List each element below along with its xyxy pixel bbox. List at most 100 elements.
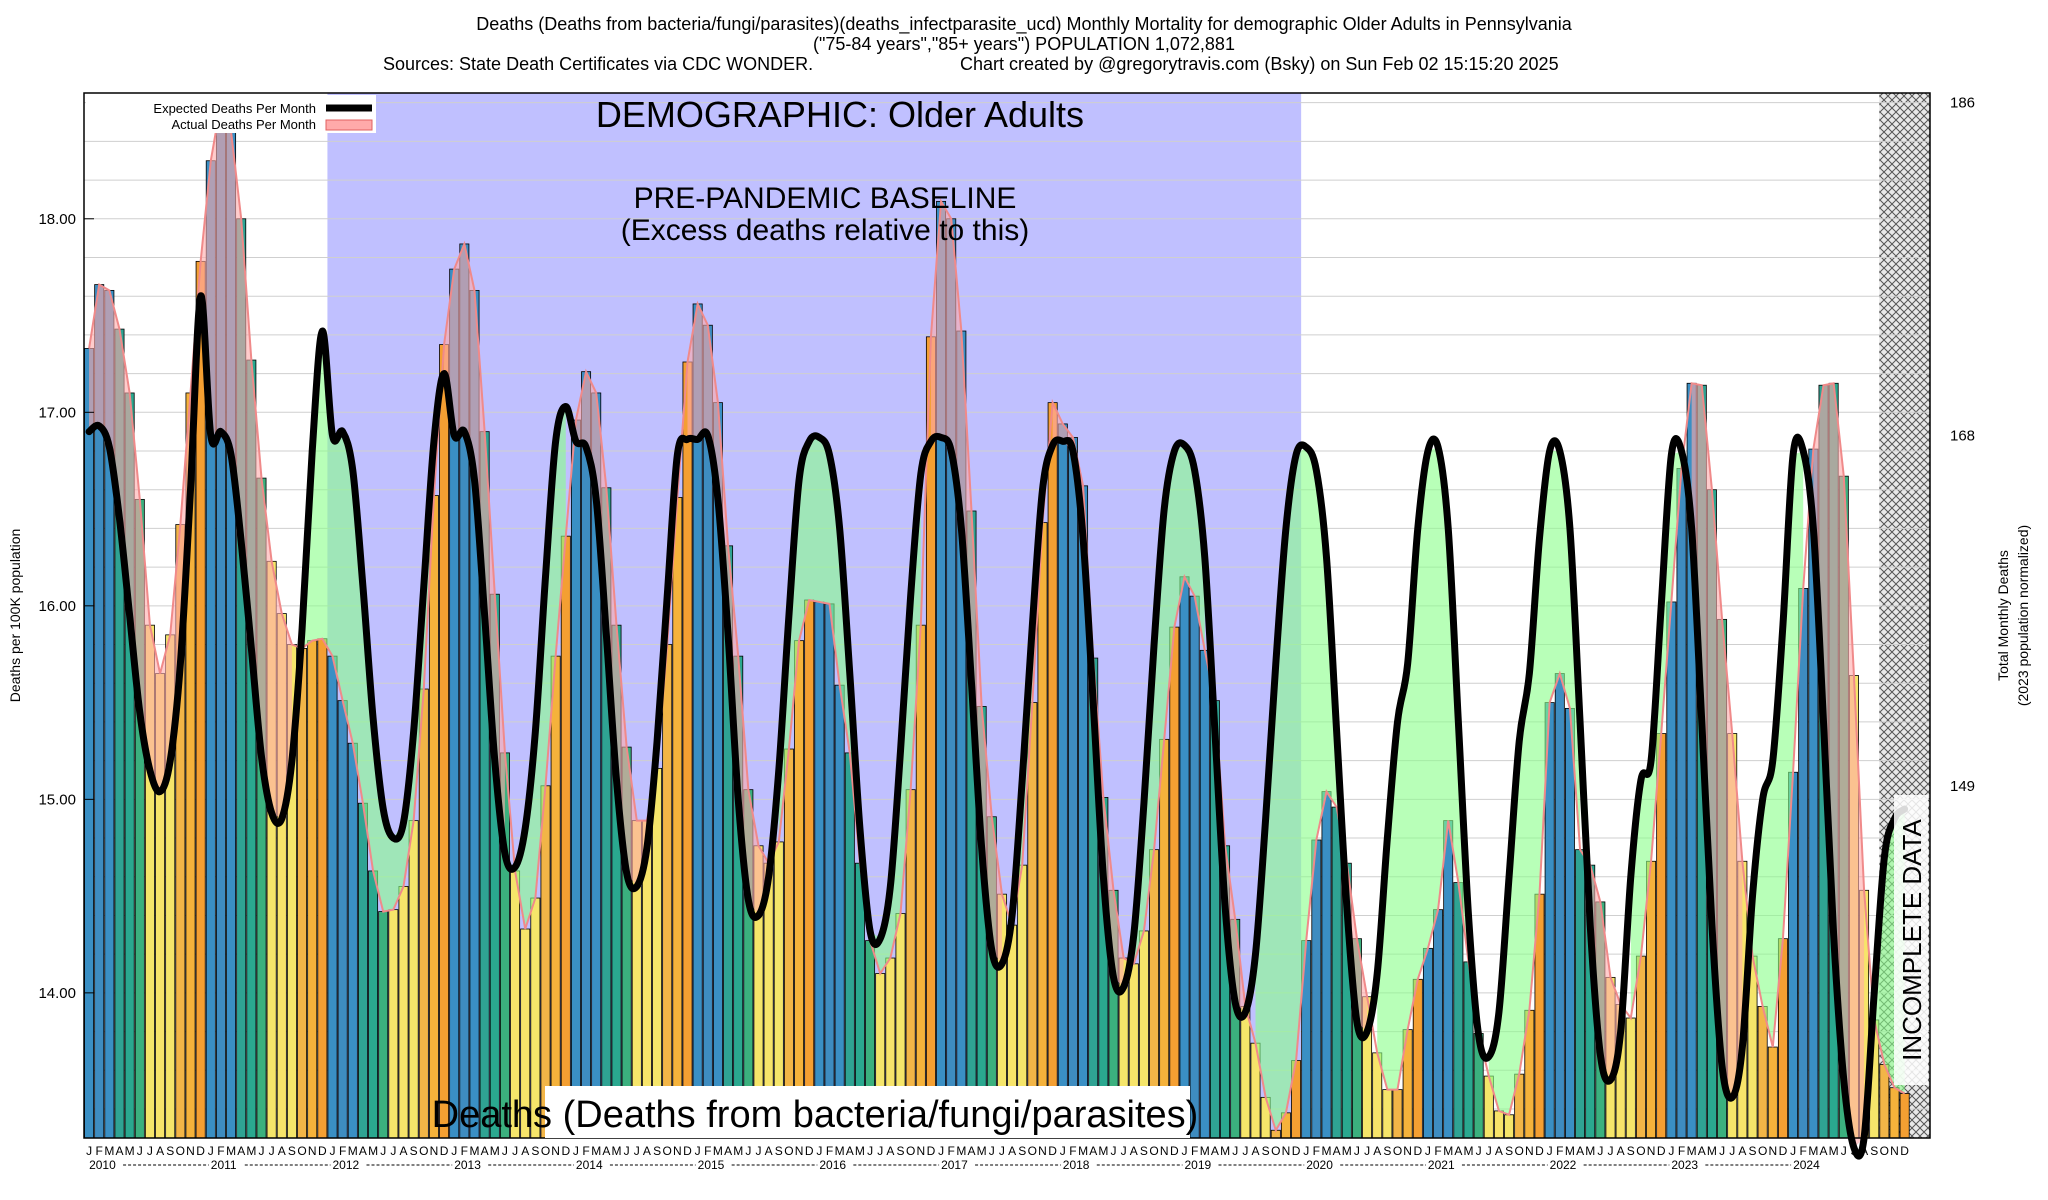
bar-month (368, 870, 379, 1139)
bar-month (1625, 1017, 1636, 1139)
x-month-label: F (1434, 1144, 1441, 1158)
x-month-label: J (1425, 1144, 1431, 1158)
x-year-label: 2024 (1793, 1158, 1820, 1172)
chart-title-line2: ("75-84 years","85+ years") POPULATION 1… (813, 34, 1235, 54)
x-month-label: J (867, 1144, 873, 1158)
x-month-label: F (826, 1144, 833, 1158)
bar-month (428, 495, 439, 1139)
cause-label: Deaths (Deaths from bacteria/fungi/paras… (432, 1094, 1199, 1136)
bar-month (1159, 738, 1170, 1139)
x-month-label: A (115, 1144, 123, 1158)
x-month-label: O (419, 1144, 428, 1158)
x-month-label: J (1608, 1144, 1614, 1158)
bar-month (570, 419, 581, 1139)
x-month-label: S (775, 1144, 783, 1158)
x-month-label: J (877, 1144, 883, 1158)
x-month-label: F (217, 1144, 224, 1158)
x-month-label: J (1719, 1144, 1725, 1158)
bar-month (662, 644, 673, 1139)
x-month-label: O (1028, 1144, 1037, 1158)
x-month-label: M (612, 1144, 622, 1158)
excess-area (444, 243, 505, 854)
x-month-label: N (551, 1144, 560, 1158)
x-month-label: M (733, 1144, 743, 1158)
bar-month (581, 371, 592, 1139)
bar-month (1564, 707, 1575, 1139)
x-month-label: A (399, 1144, 407, 1158)
bar-month (327, 655, 338, 1139)
incomplete-label: INCOMPLETE DATA (1897, 818, 1927, 1060)
x-month-label: F (948, 1144, 955, 1158)
bar-month (1676, 468, 1687, 1139)
deficit-area (1133, 445, 1205, 964)
bar-month (783, 748, 794, 1139)
x-month-label: M (1687, 1144, 1697, 1158)
x-month-label: J (1111, 1144, 1117, 1158)
x-month-label: S (1262, 1144, 1270, 1158)
x-year-label: 2012 (333, 1158, 360, 1172)
bar-month (378, 911, 389, 1139)
x-month-label: N (1282, 1144, 1291, 1158)
bar-month (560, 535, 571, 1139)
x-month-label: M (977, 1144, 987, 1158)
x-month-label: A (643, 1144, 651, 1158)
x-month-label: D (1292, 1144, 1301, 1158)
bar-month (550, 655, 561, 1139)
x-month-label: M (1808, 1144, 1818, 1158)
excess-area (575, 371, 647, 887)
demographic-label: DEMOGRAPHIC: Older Adults (596, 94, 1084, 135)
x-month-label: J (259, 1144, 265, 1158)
x-month-label: J (989, 1144, 995, 1158)
bar-month (307, 640, 318, 1139)
x-month-label: F (1313, 1144, 1320, 1158)
chart-title-line1: Deaths (Deaths from bacteria/fungi/paras… (476, 14, 1572, 34)
bar-month (1433, 909, 1444, 1139)
x-month-label: J (1182, 1144, 1188, 1158)
x-year-label: 2010 (89, 1158, 116, 1172)
bar-month (915, 624, 926, 1139)
bar-month (1067, 437, 1078, 1139)
x-month-label: J (573, 1144, 579, 1158)
x-month-label: A (1576, 1144, 1584, 1158)
x-month-label: M (1322, 1144, 1332, 1158)
x-month-label: J (137, 1144, 143, 1158)
x-month-label: A (846, 1144, 854, 1158)
x-month-label: D (440, 1144, 449, 1158)
bar-month (439, 344, 450, 1139)
x-month-label: D (683, 1144, 692, 1158)
bar-month (398, 886, 409, 1139)
x-month-label: M (591, 1144, 601, 1158)
x-month-label: A (1211, 1144, 1219, 1158)
x-month-label: A (481, 1144, 489, 1158)
x-month-label: D (1900, 1144, 1909, 1158)
x-month-label: J (938, 1144, 944, 1158)
x-month-label: M (226, 1144, 236, 1158)
x-month-label: N (1768, 1144, 1777, 1158)
excess-area (1813, 383, 1865, 1148)
bar-month (1757, 1006, 1768, 1139)
bar-month (652, 767, 663, 1139)
bar-month (1047, 402, 1058, 1139)
x-month-label: A (1860, 1144, 1868, 1158)
chart-credit: Chart created by @gregorytravis.com (Bsk… (960, 54, 1559, 74)
x-month-label: J (1364, 1144, 1370, 1158)
bar-month (1889, 1087, 1900, 1139)
chart-sources: Sources: State Death Certificates via CD… (383, 54, 814, 74)
x-month-label: M (246, 1144, 256, 1158)
deficit-area (1377, 447, 1469, 1090)
bar-month (1240, 1006, 1251, 1139)
x-month-label: D (318, 1144, 327, 1158)
x-month-label: M (1464, 1144, 1474, 1158)
x-month-label: S (896, 1144, 904, 1158)
x-month-label: O (663, 1144, 672, 1158)
x-month-label: J (512, 1144, 518, 1158)
bar-month (682, 361, 693, 1139)
x-month-label: A (1495, 1144, 1503, 1158)
x-month-label: N (1160, 1144, 1169, 1158)
excess-area (1590, 865, 1621, 1080)
x-month-label: J (1242, 1144, 1248, 1158)
x-month-label: D (1048, 1144, 1057, 1158)
x-month-label: F (1069, 1144, 1076, 1158)
x-month-label: J (1303, 1144, 1309, 1158)
